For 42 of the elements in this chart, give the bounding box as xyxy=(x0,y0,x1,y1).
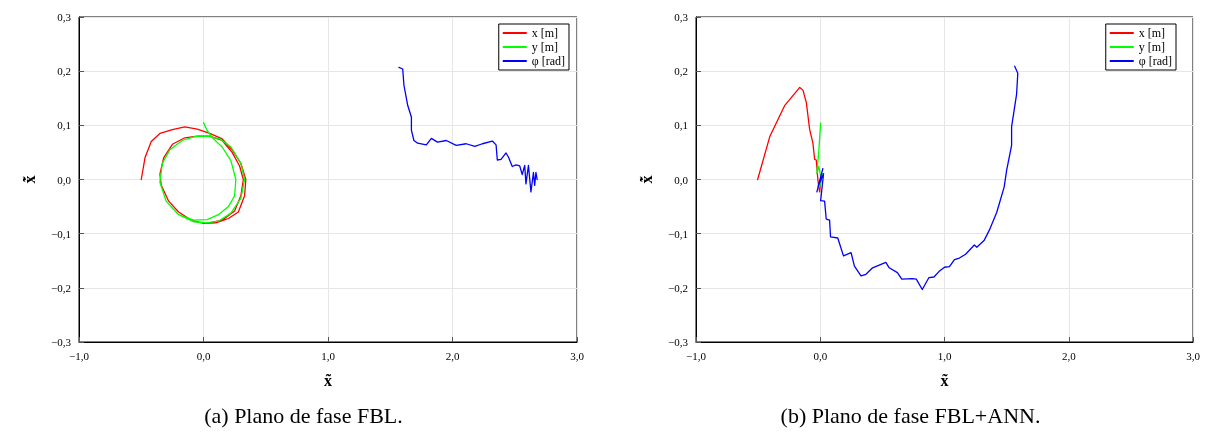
y-tick-label: −0,1 xyxy=(668,227,688,240)
x-axis-title: x̃ xyxy=(940,371,949,389)
y-tick-label: 0,0 xyxy=(674,173,689,186)
legend-label: y [m] xyxy=(531,40,559,54)
line-series xyxy=(816,65,1019,291)
y-axis-title: x̃̇ xyxy=(637,175,655,184)
y-tick-label: −0,3 xyxy=(668,336,689,348)
x-tick-label: 3,0 xyxy=(1186,349,1201,362)
x-tick-label: 2,0 xyxy=(445,349,460,362)
x-tick-label: 0,0 xyxy=(813,349,828,362)
x-tick-label: 1,0 xyxy=(321,349,336,362)
x-tick-label: −1,0 xyxy=(686,349,707,362)
text: (b) Plano de fase FBL+ANN. xyxy=(780,402,1041,428)
line-series xyxy=(140,126,247,225)
x-tick-label: 1,0 xyxy=(937,349,952,362)
line-series xyxy=(398,66,538,193)
y-tick-label: 0,1 xyxy=(57,119,71,132)
x-tick-label: 0,0 xyxy=(196,349,211,362)
line-series xyxy=(816,122,823,188)
y-tick-label: 0,2 xyxy=(674,65,688,78)
x-axis-title: x̃ xyxy=(324,371,332,389)
y-tick-label: 0,3 xyxy=(57,11,72,23)
y-tick-label: 0,1 xyxy=(674,119,688,132)
text: (a) Plano de fase FBL. xyxy=(204,402,403,428)
y-tick-label: −0,2 xyxy=(51,281,71,294)
y-tick-label: 0,2 xyxy=(57,65,71,78)
y-tick-label: −0,2 xyxy=(668,281,688,294)
y-axis-title: x̃̇ xyxy=(20,175,38,184)
x-tick-label: −1,0 xyxy=(69,349,90,362)
y-tick-label: 0,0 xyxy=(57,173,72,186)
y-tick-label: −0,3 xyxy=(51,336,72,348)
legend-label: y [m] xyxy=(1138,40,1166,54)
y-tick-label: −0,1 xyxy=(51,227,71,240)
legend-label: φ [rad] xyxy=(1138,54,1173,68)
line-series xyxy=(756,86,822,193)
x-tick-label: 2,0 xyxy=(1061,349,1077,362)
legend-label: x [m] xyxy=(531,26,559,40)
legend-label: x [m] xyxy=(1138,26,1166,40)
legend-label: φ [rad] xyxy=(531,54,566,68)
x-tick-label: 3,0 xyxy=(570,349,585,362)
y-tick-label: 0,3 xyxy=(674,11,689,23)
line-series xyxy=(159,121,246,224)
